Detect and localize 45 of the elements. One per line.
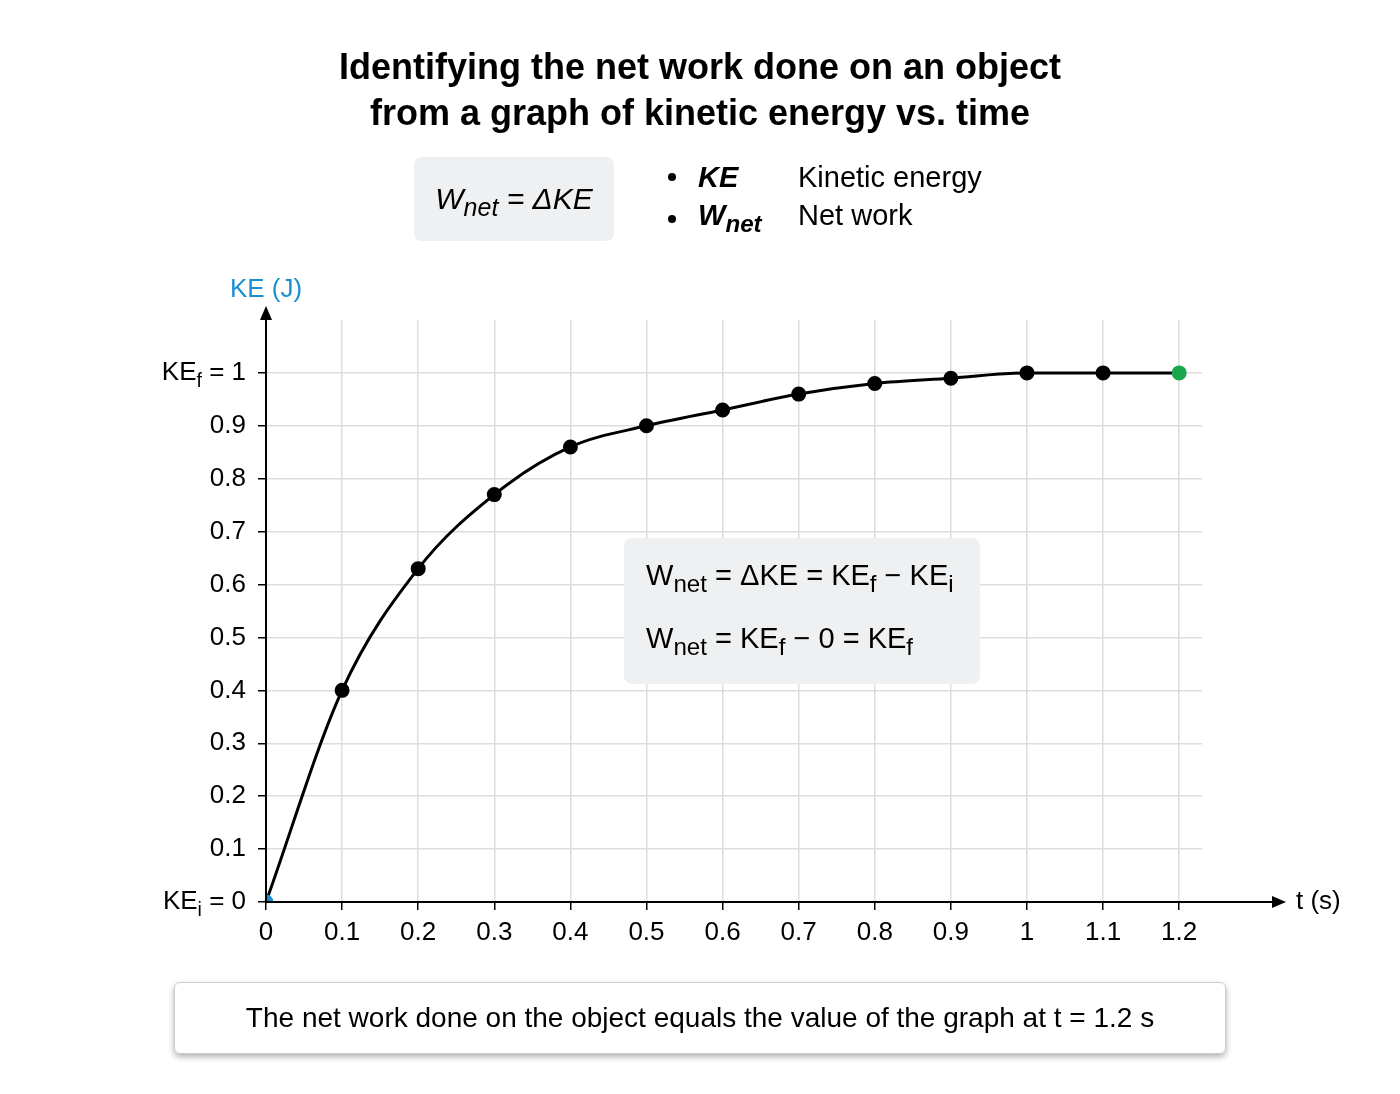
x-tick-label: 0.9: [932, 916, 969, 947]
y-axis-title: KE (J): [229, 273, 303, 304]
y-tick-label: 0.1: [209, 832, 247, 863]
x-tick-label: 0: [258, 916, 274, 947]
y-tick-label: 0.8: [209, 461, 247, 492]
x-axis-title: t (s): [1296, 885, 1341, 916]
x-tick-label: 1.1: [1084, 916, 1122, 947]
point: [486, 487, 502, 503]
text: Kinetic energy: [798, 160, 982, 195]
text: KE: [698, 160, 740, 195]
y-tick-label: 0.6: [209, 567, 247, 598]
x-tick-label: 0.5: [628, 916, 665, 947]
x-tick-label: 0.4: [552, 916, 589, 947]
point: [1095, 365, 1111, 381]
point: [791, 386, 807, 402]
x-tick-label: 1: [1019, 916, 1035, 947]
x-tick-label: 0.7: [780, 916, 817, 947]
text: Net work: [798, 198, 913, 233]
point: [638, 418, 654, 434]
point: [334, 682, 350, 698]
x-tick-label: 0.1: [324, 916, 361, 947]
x-tick-label: 0.2: [400, 916, 437, 947]
y-tick-label: 0.3: [209, 726, 247, 757]
annotation: W$_{net}$ = KE$_{f}$ − 0 = KE$_{f}$: [645, 620, 915, 662]
x-tick-label: 0.8: [856, 916, 893, 947]
point: [562, 439, 578, 455]
x-tick-label: 0.6: [704, 916, 741, 947]
annotation: W$_{net}$ = ΔKE = KE$_{f}$ − KE$_{i}$: [645, 558, 955, 599]
text: W$_{net}$ = ΔKE: [414, 157, 614, 241]
chart-title: Identifying the net work done on an object from a graph of kinetic energy vs. time: [338, 45, 1062, 135]
y-tick-label: 0.7: [209, 514, 247, 545]
point: [1019, 365, 1035, 381]
point: [715, 402, 731, 418]
y-tick-label: 0.4: [209, 673, 247, 704]
y-tick-label: 0.5: [209, 620, 247, 651]
y-tick-label: 0.9: [209, 408, 247, 439]
point: [1171, 365, 1187, 381]
x-tick-label: 0.3: [476, 916, 513, 947]
y-tick-label: 0.2: [209, 779, 247, 810]
point: [410, 561, 426, 577]
text: W$_{net}$: [698, 198, 764, 239]
point: [867, 375, 883, 391]
text: The net work done on the object equals the value of the graph at t = 1.2 s: [174, 982, 1226, 1054]
point: [943, 370, 959, 386]
x-tick-label: 1.2: [1161, 916, 1198, 947]
